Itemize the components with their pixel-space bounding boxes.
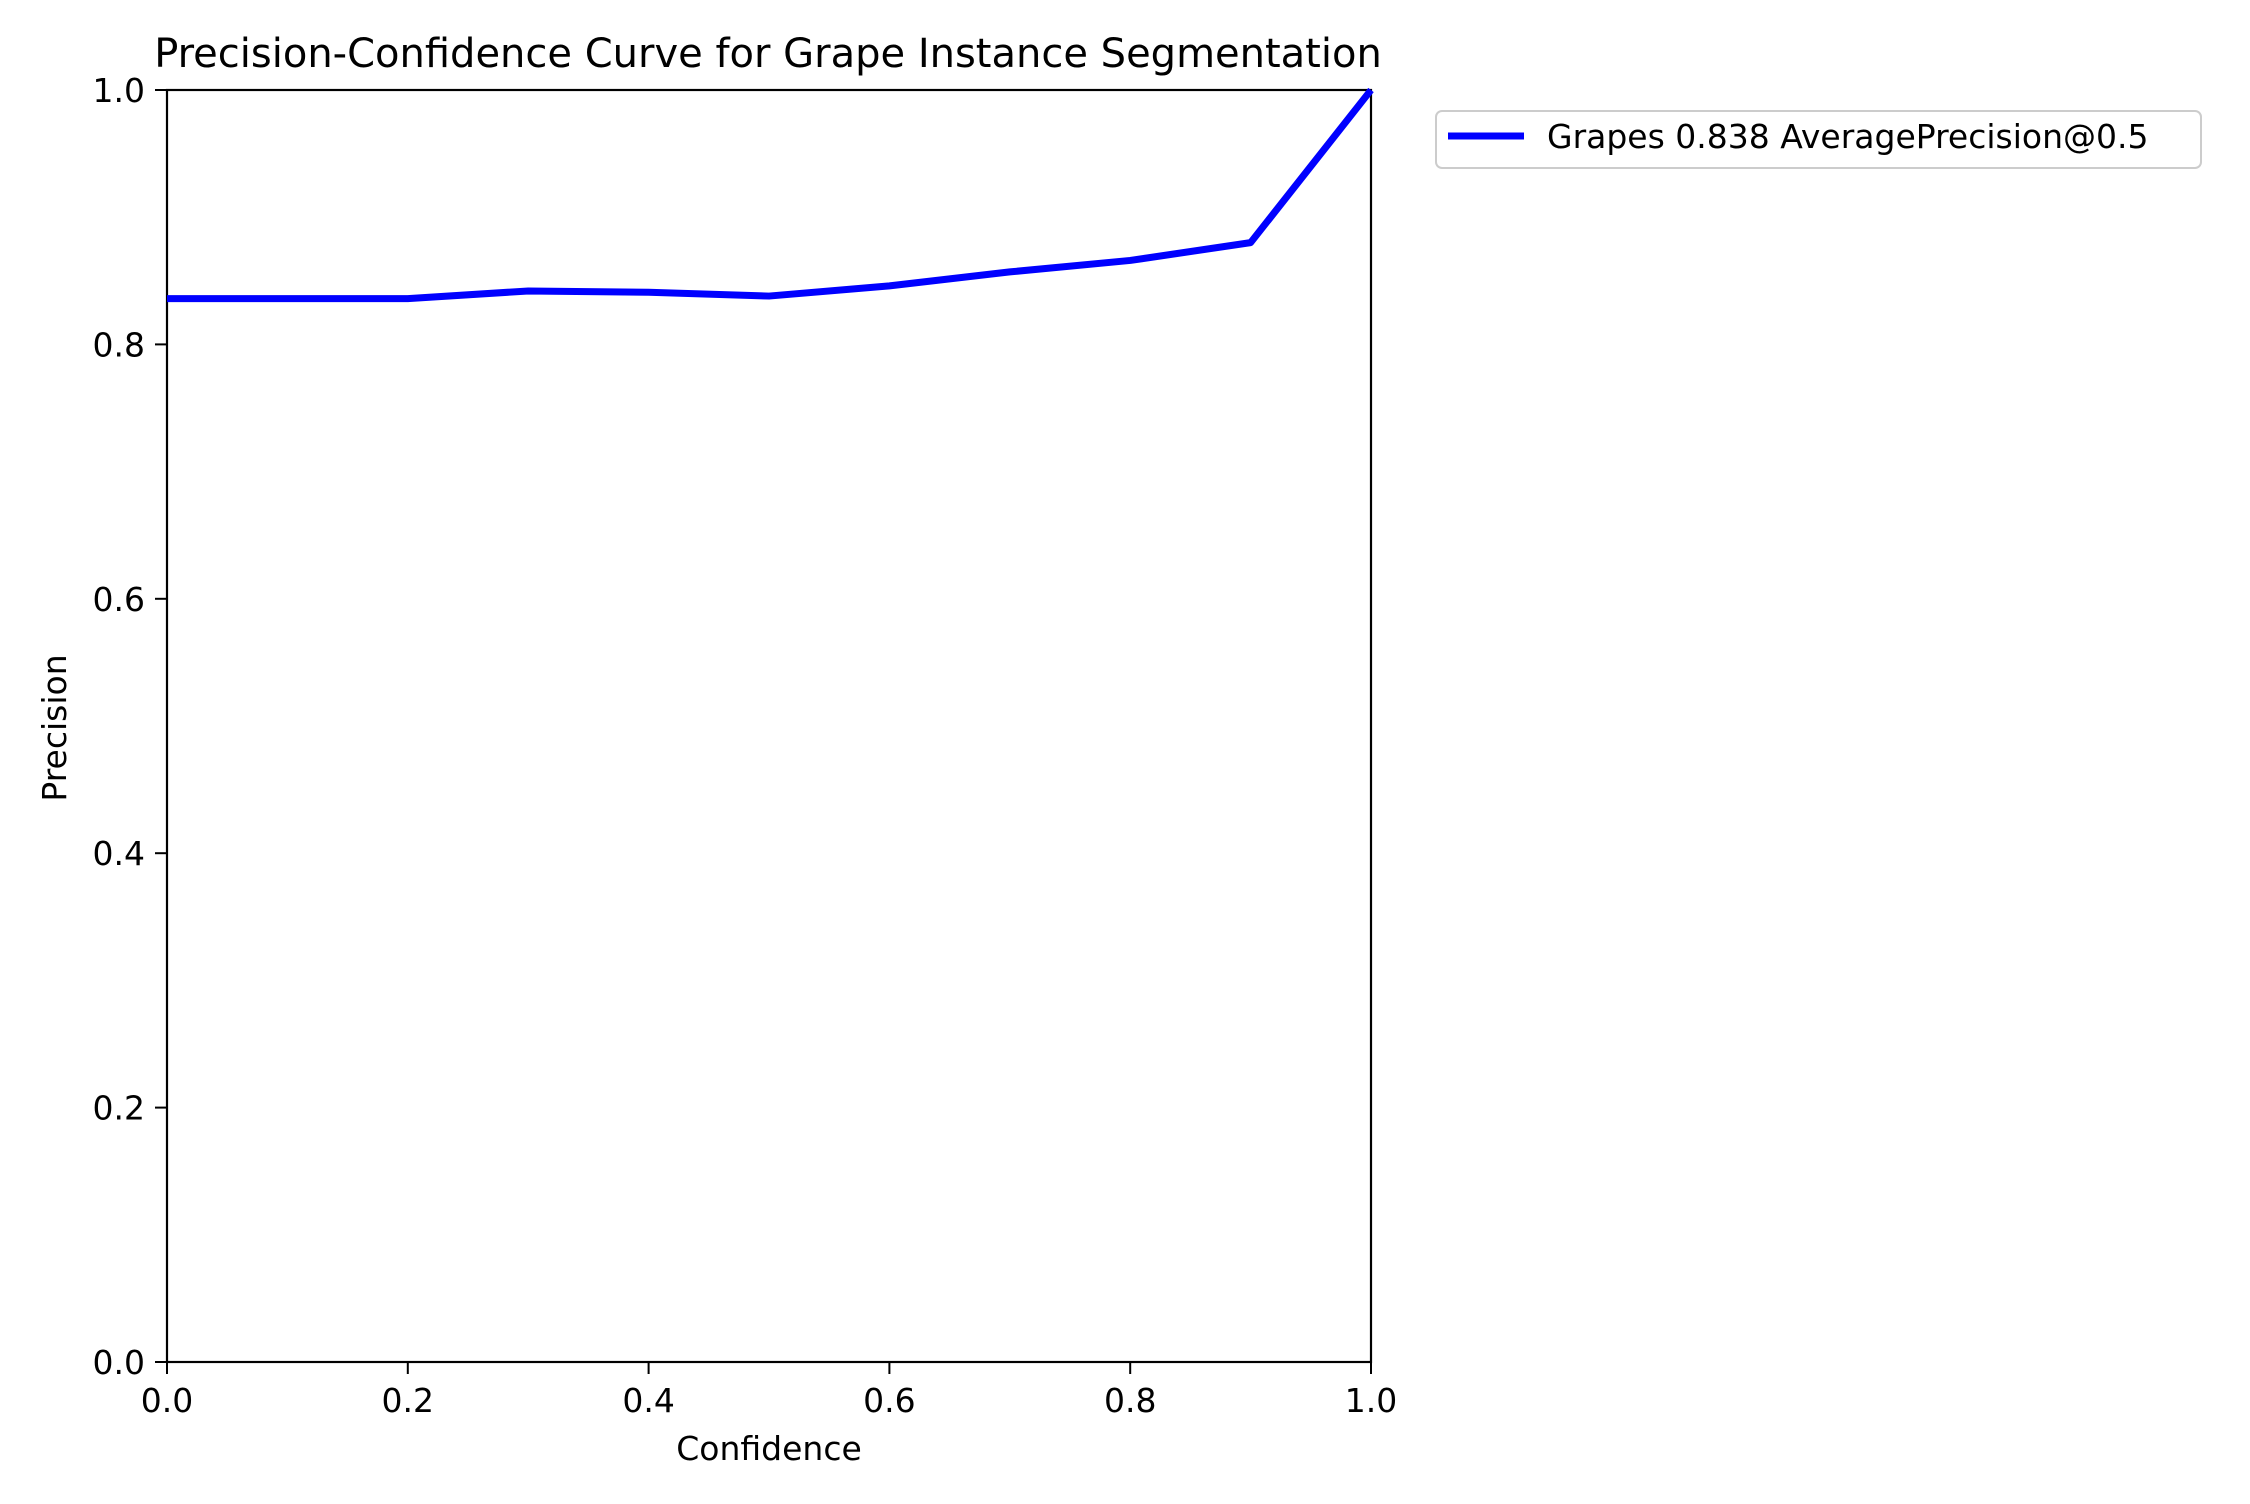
y-tick-label: 0.8 bbox=[93, 325, 145, 364]
y-tick-label: 0.6 bbox=[93, 580, 145, 619]
y-tick-label: 0.4 bbox=[93, 834, 145, 873]
plot-frame bbox=[165, 88, 1373, 1364]
x-tick-label: 0.0 bbox=[141, 1381, 193, 1420]
x-tick-label: 1.0 bbox=[1345, 1381, 1397, 1420]
x-axis-label: Confidence bbox=[676, 1429, 862, 1468]
y-tick-label: 0.0 bbox=[93, 1343, 145, 1382]
x-tick-label: 0.8 bbox=[1104, 1381, 1156, 1420]
y-axis-label: Precision bbox=[35, 654, 74, 801]
series-layer bbox=[167, 87, 1374, 303]
chart-title: Precision-Confidence Curve for Grape Ins… bbox=[154, 31, 1382, 77]
legend-entry-grapes: Grapes 0.838 AveragePrecision@0.5 bbox=[1547, 117, 2149, 156]
series-line-0 bbox=[167, 87, 1374, 303]
x-axis-ticks: 0.0 0.2 0.4 0.6 0.8 1.0 bbox=[141, 1362, 1397, 1420]
x-tick-label: 0.2 bbox=[382, 1381, 434, 1420]
legend: Grapes 0.838 AveragePrecision@0.5 bbox=[1435, 110, 2202, 169]
legend-box bbox=[1435, 110, 2202, 169]
y-axis-ticks: 0.0 0.2 0.4 0.6 0.8 1.0 bbox=[93, 71, 167, 1382]
x-tick-label: 0.6 bbox=[863, 1381, 915, 1420]
y-tick-label: 0.2 bbox=[93, 1089, 145, 1128]
y-tick-label: 1.0 bbox=[93, 71, 145, 110]
x-tick-label: 0.4 bbox=[622, 1381, 674, 1420]
